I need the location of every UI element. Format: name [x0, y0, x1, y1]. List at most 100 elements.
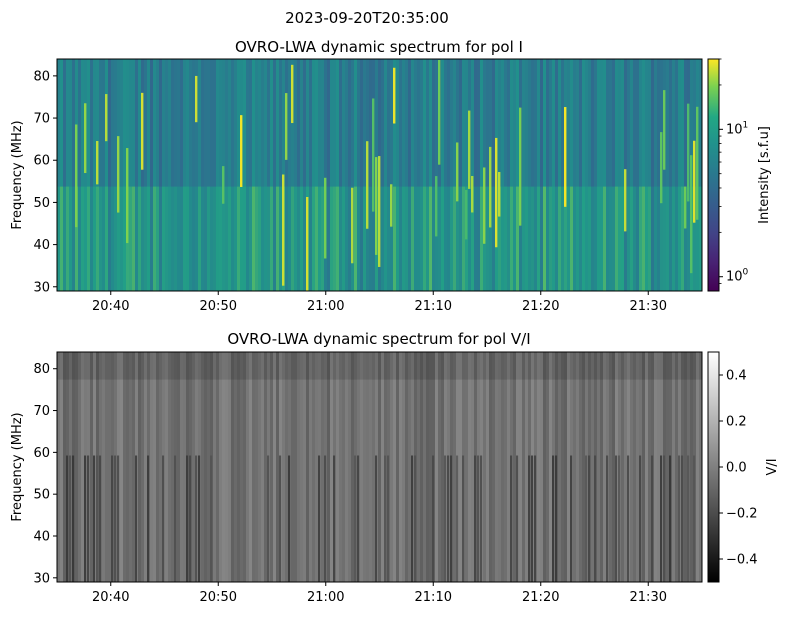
heatmap-column [294, 352, 298, 582]
heatmap-column [246, 352, 250, 582]
heatmap-column [213, 59, 217, 291]
heatmap-column [120, 352, 124, 582]
heatmap-column-low [99, 186, 103, 291]
heatmap-column [447, 59, 451, 291]
heatmap-dark-streak [462, 455, 465, 582]
heatmap-column [297, 352, 301, 582]
heatmap-column [453, 352, 457, 582]
heatmap-column [234, 352, 238, 582]
heatmap-column-low [162, 186, 166, 291]
heatmap-column [57, 59, 61, 291]
heatmap-column [579, 352, 583, 582]
heatmap-column-low [387, 186, 391, 291]
heatmap-burst [498, 172, 501, 217]
heatmap-column [399, 352, 403, 582]
heatmap-column [195, 59, 199, 291]
heatmap-column [597, 352, 601, 582]
heatmap-column-low [468, 186, 472, 291]
heatmap-column [243, 59, 247, 291]
figure-suptitle: 2023-09-20T20:35:00 [285, 9, 449, 27]
heatmap-column-low [171, 186, 175, 291]
heatmap-column [465, 59, 469, 291]
heatmap-burst [624, 169, 627, 232]
x-tick-label: 20:40 [92, 590, 129, 605]
heatmap-column-low [642, 186, 646, 291]
heatmap-column-low [108, 186, 112, 291]
heatmap-column [561, 352, 565, 582]
heatmap-column [285, 59, 289, 291]
heatmap-column-low [384, 186, 388, 291]
heatmap-column [150, 59, 154, 291]
heatmap-column [333, 59, 337, 291]
heatmap-burst [285, 93, 288, 160]
heatmap-column [570, 59, 574, 291]
heatmap-burst [291, 64, 294, 124]
heatmap-column [594, 59, 598, 291]
heatmap-column-low [648, 186, 652, 291]
heatmap-column-low [528, 186, 532, 291]
heatmap-column [126, 352, 130, 582]
heatmap-column [147, 59, 151, 291]
heatmap-column [78, 59, 82, 291]
heatmap-column [165, 59, 169, 291]
heatmap-column [369, 352, 373, 582]
heatmap-column [444, 59, 448, 291]
heatmap-column [684, 59, 688, 291]
heatmap-dark-streak [585, 455, 588, 582]
heatmap-dark-streak [357, 455, 360, 582]
y-tick-label: 80 [33, 69, 50, 84]
heatmap-dark-streak [552, 455, 555, 582]
heatmap-column [354, 59, 358, 291]
heatmap-column [105, 59, 109, 291]
heatmap-dark-streak [528, 455, 531, 582]
heatmap-column [396, 352, 400, 582]
heatmap-column-low [618, 186, 622, 291]
heatmap-column [270, 59, 274, 291]
heatmap-column [345, 59, 349, 291]
heatmap-column [438, 352, 442, 582]
heatmap-column [528, 59, 532, 291]
heatmap-column-low [579, 186, 583, 291]
heatmap-column-low [360, 186, 364, 291]
heatmap-column-low [672, 186, 676, 291]
heatmap-column-low [438, 186, 442, 291]
heatmap-column-low [507, 186, 511, 291]
heatmap-column-low [561, 186, 565, 291]
heatmap-column [654, 59, 658, 291]
heatmap-column [330, 352, 334, 582]
heatmap-column-low [522, 186, 526, 291]
heatmap-column [390, 352, 394, 582]
heatmap-column-low [369, 186, 373, 291]
heatmap-column-low [228, 186, 232, 291]
heatmap-column [264, 59, 268, 291]
heatmap-burst [693, 140, 696, 223]
heatmap-column [189, 59, 193, 291]
heatmap-column [312, 59, 316, 291]
heatmap-column-low [219, 186, 223, 291]
heatmap-column [381, 352, 385, 582]
panel-2-heatmap [57, 352, 703, 582]
heatmap-column [675, 352, 679, 582]
heatmap-dark-streak [411, 455, 414, 582]
heatmap-column-low [519, 186, 523, 291]
heatmap-burst [84, 103, 87, 174]
heatmap-burst [495, 137, 498, 248]
heatmap-column-low [627, 186, 631, 291]
heatmap-column [258, 59, 262, 291]
heatmap-column [78, 352, 82, 582]
heatmap-column-low [558, 186, 562, 291]
heatmap-column [501, 59, 505, 291]
heatmap-column [327, 59, 331, 291]
heatmap-column-low [327, 186, 331, 291]
heatmap-dark-streak [69, 455, 72, 582]
heatmap-column [396, 59, 400, 291]
heatmap-column [237, 59, 241, 291]
heatmap-column-low [492, 186, 496, 291]
heatmap-column-low [372, 186, 376, 291]
heatmap-column-low [255, 186, 259, 291]
heatmap-column [561, 59, 565, 291]
heatmap-column-low [318, 186, 322, 291]
heatmap-column [72, 59, 76, 291]
heatmap-column-low [543, 186, 547, 291]
heatmap-dark-streak [660, 455, 663, 582]
